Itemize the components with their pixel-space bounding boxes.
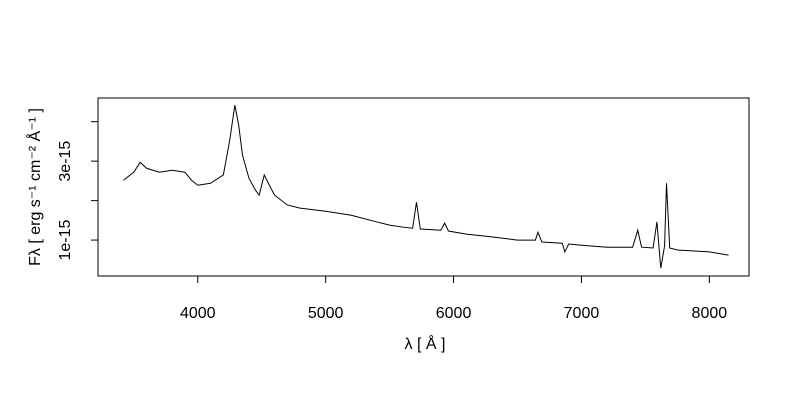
- x-tick-label: 8000: [692, 305, 728, 322]
- y-tick-label: 1e-15: [57, 220, 74, 261]
- x-tick-label: 7000: [564, 305, 600, 322]
- y-tick-label: 3e-15: [57, 141, 74, 182]
- x-tick-label: 5000: [308, 305, 344, 322]
- plot-frame: [97, 97, 750, 277]
- x-tick-label: 4000: [180, 305, 216, 322]
- x-tick-label: 6000: [436, 305, 472, 322]
- spectrum-line: [123, 105, 729, 269]
- x-axis-label: λ [ Å ]: [405, 334, 446, 353]
- y-axis-label: Fλ [ erg s⁻¹ cm⁻² Å⁻¹ ]: [25, 108, 44, 266]
